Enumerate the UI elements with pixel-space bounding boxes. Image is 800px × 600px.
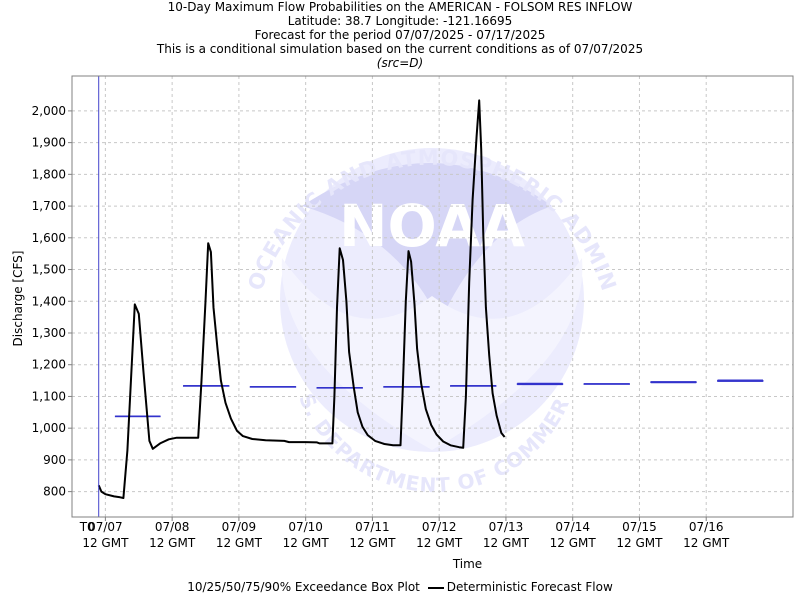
legend-box-plot-label: 10/25/50/75/90% Exceedance Box Plot — [187, 580, 420, 594]
chart-location: Latitude: 38.7 Longitude: -121.16695 — [287, 14, 513, 28]
x-tick-label-date: 07/16 — [689, 520, 724, 534]
watermark-wave — [281, 258, 583, 450]
chart-grid — [72, 76, 793, 517]
x-tick-label-date: 07/08 — [155, 520, 190, 534]
exceedance-box — [650, 381, 697, 384]
x-tick-label-time: 12 GMT — [416, 536, 463, 550]
x-tick-label-time: 12 GMT — [149, 536, 196, 550]
watermark-logo-text: NOAA — [339, 192, 525, 260]
exceedance-box — [316, 387, 363, 389]
y-tick-label: 800 — [43, 485, 66, 499]
legend-line-swatch — [427, 586, 444, 589]
y-tick-label: 1,600 — [32, 231, 66, 245]
x-tick-label-date: 07/14 — [555, 520, 590, 534]
x-tick-label-date: 07/12 — [422, 520, 457, 534]
y-tick-label: 1,300 — [32, 326, 66, 340]
t0-label: T0 — [79, 520, 95, 534]
y-tick-label: 1,400 — [32, 294, 66, 308]
x-tick-label-date: 07/13 — [489, 520, 524, 534]
x-tick-label-time: 12 GMT — [616, 536, 663, 550]
x-tick-label-date: 07/10 — [288, 520, 323, 534]
exceedance-box — [717, 379, 764, 382]
noaa-watermark: NOAANATIONAL OCEANIC AND ATMOSPHERIC ADM… — [0, 0, 620, 497]
y-tick-label: 1,000 — [32, 421, 66, 435]
x-tick-label-date: 07/11 — [355, 520, 390, 534]
chart-condition-note: This is a conditional simulation based o… — [156, 42, 644, 56]
x-tick-label-date: 07/15 — [622, 520, 657, 534]
x-tick-label-time: 12 GMT — [216, 536, 263, 550]
y-tick-label: 900 — [43, 453, 66, 467]
x-tick-label-date: 07/09 — [222, 520, 257, 534]
x-tick-label-time: 12 GMT — [550, 536, 597, 550]
x-tick-label-time: 12 GMT — [283, 536, 330, 550]
forecast-flow-line — [97, 99, 506, 499]
exceedance-box — [583, 383, 630, 385]
x-axis-label: Time — [452, 557, 482, 571]
y-tick-label: 1,200 — [32, 358, 66, 372]
watermark-bird — [302, 163, 552, 322]
legend-line-label: Deterministic Forecast Flow — [446, 580, 613, 594]
y-tick-label: 1,900 — [32, 136, 66, 150]
y-tick-label: 2,000 — [32, 104, 66, 118]
exceedance-box-plots — [114, 379, 764, 418]
x-tick-label-time: 12 GMT — [483, 536, 530, 550]
forecast-series — [97, 99, 506, 499]
chart-source-note: (src=D) — [376, 56, 424, 70]
x-tick-label-time: 12 GMT — [82, 536, 129, 550]
chart-legend: 10/25/50/75/90% Exceedance Box Plot Dete… — [0, 580, 800, 594]
exceedance-box — [450, 385, 497, 387]
exceedance-box — [249, 386, 297, 388]
chart-period: Forecast for the period 07/07/2025 - 07/… — [254, 28, 546, 42]
y-tick-label: 1,700 — [32, 199, 66, 213]
chart-axes: T0 800 900 1,000 1,100 1,200 1,300 1,400 1,500 1,… — [11, 75, 794, 571]
exceedance-box — [516, 382, 564, 386]
x-tick-label-time: 12 GMT — [349, 536, 396, 550]
y-axis-label: Discharge [CFS] — [11, 251, 25, 347]
y-tick-label: 1,500 — [32, 263, 66, 277]
x-tick-label-time: 12 GMT — [683, 536, 730, 550]
chart-titles: 10-Day Maximum Flow Probabilities on the… — [0, 0, 800, 70]
y-tick-label: 1,100 — [32, 389, 66, 403]
exceedance-box — [114, 415, 161, 418]
chart-title: 10-Day Maximum Flow Probabilities on the… — [167, 0, 633, 14]
plot-frame — [71, 75, 794, 518]
y-tick-label: 1,800 — [32, 167, 66, 181]
x-tick-label-date: 07/07 — [88, 520, 123, 534]
